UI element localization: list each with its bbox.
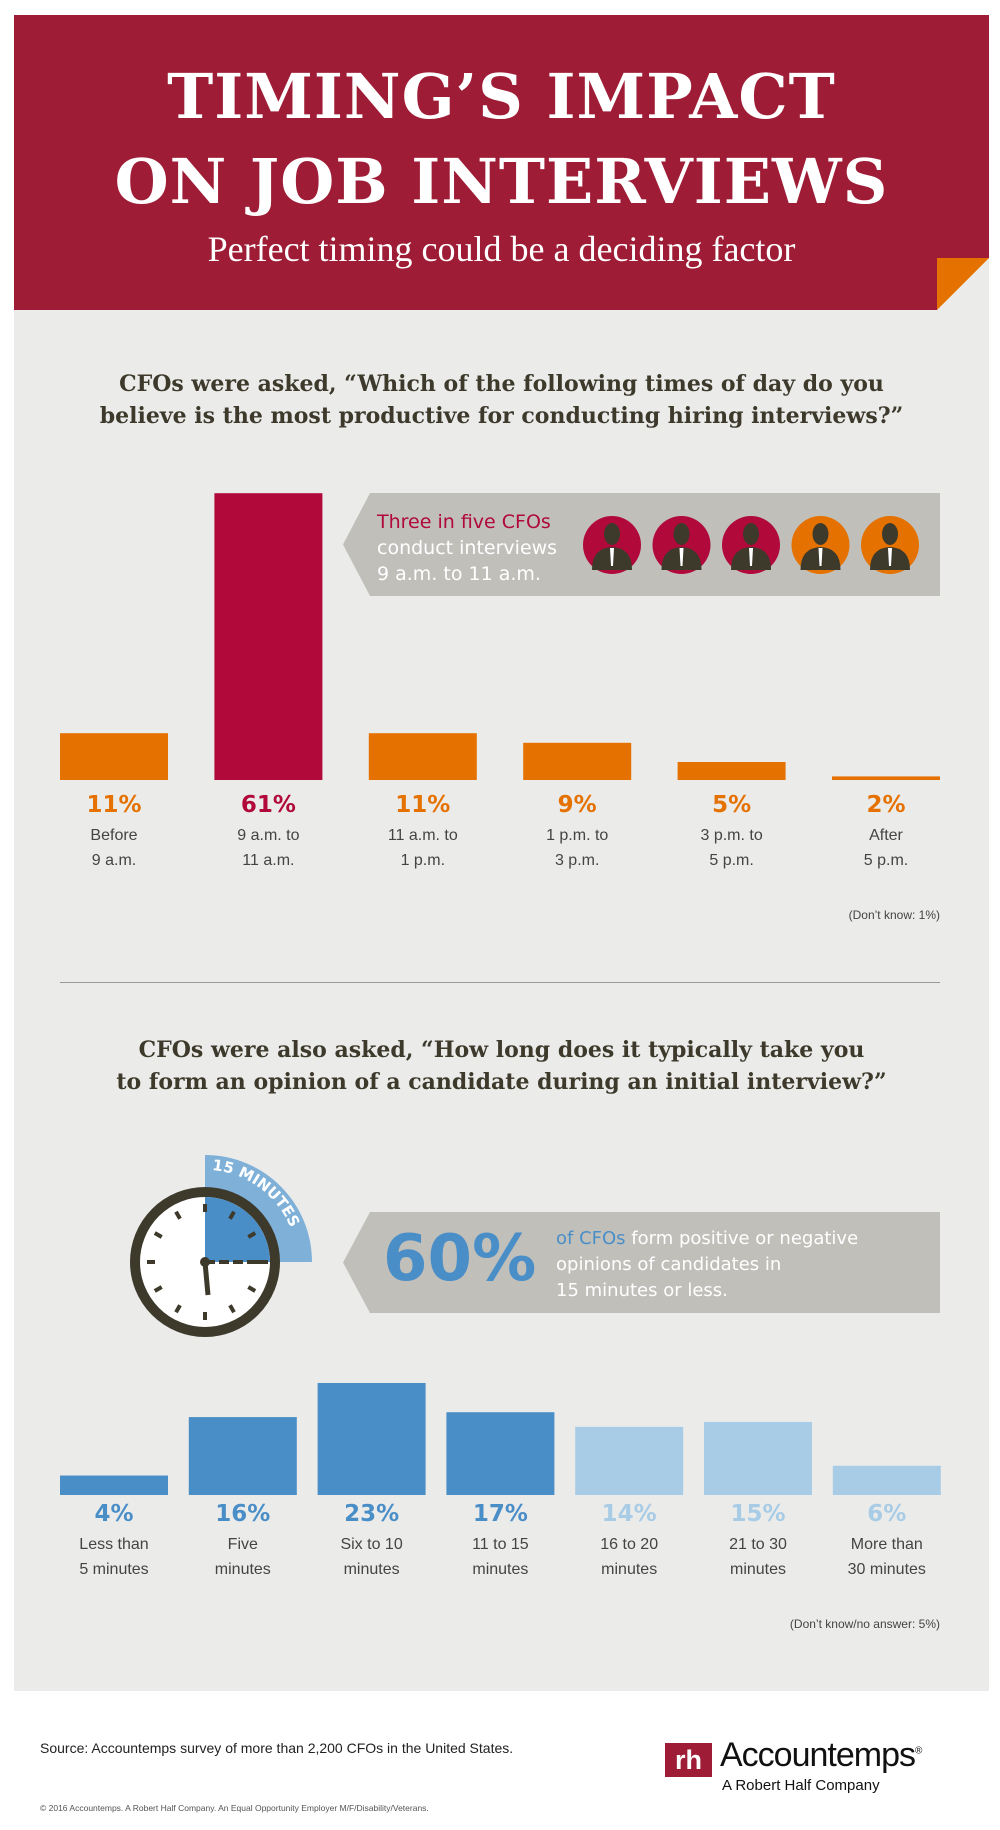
value-label: 16%: [215, 1501, 271, 1527]
category-label-line-1: Less than: [79, 1536, 149, 1553]
source-note: Source: Accountemps survey of more than …: [40, 1740, 514, 1756]
avatar-group: [583, 516, 919, 574]
value-label: 9%: [557, 792, 597, 818]
question-2-line-1: CFOs were also asked, “How long does it …: [138, 1037, 865, 1063]
chart-2-bars: [60, 1382, 941, 1495]
callout-1-line-3: 9 a.m. to 11 a.m.: [377, 563, 541, 585]
callout-2-lead: of CFOs: [556, 1228, 626, 1249]
section-divider: [60, 982, 940, 983]
value-label: 11%: [395, 792, 451, 818]
bar-5: [704, 1421, 812, 1495]
logo-tagline: A Robert Half Company: [722, 1777, 880, 1794]
category-label-line-1: 3 p.m. to: [700, 827, 763, 844]
person-icon-orange: [791, 516, 850, 574]
value-label: 5%: [712, 792, 752, 818]
value-label: 14%: [601, 1501, 657, 1527]
category-label-line-1: 21 to 30: [729, 1536, 787, 1553]
bar-5: [832, 776, 940, 780]
category-label-line-1: After: [869, 827, 903, 844]
category-label-line-2: 5 p.m.: [863, 852, 909, 869]
clock-icon: 15 MINUTES: [130, 1155, 312, 1337]
value-label: 23%: [344, 1501, 400, 1527]
callout-2-line-2: opinions of candidates in: [556, 1254, 782, 1275]
registered-mark: ®: [915, 1745, 922, 1757]
bar-4: [677, 762, 786, 780]
bar-1: [188, 1417, 297, 1495]
category-label-line-2: minutes: [472, 1561, 529, 1578]
bar-2: [317, 1382, 426, 1495]
bar-2: [368, 733, 477, 780]
value-label: 17%: [472, 1501, 528, 1527]
value-label: 6%: [867, 1501, 907, 1527]
question-2-line-2: to form an opinion of a candidate during…: [116, 1069, 887, 1095]
person-icon-red: [722, 516, 780, 574]
chart-1-note: (Don’t know: 1%): [848, 908, 940, 922]
person-icon-red: [652, 516, 711, 574]
value-label: 2%: [866, 792, 906, 818]
category-label-line-2: minutes: [729, 1561, 787, 1578]
category-label-line-1: 11 to 15: [472, 1536, 529, 1553]
person-icon-orange: [861, 516, 919, 574]
category-label-line-2: minutes: [343, 1561, 400, 1578]
category-label-line-2: minutes: [214, 1561, 271, 1578]
callout-1-line-1: Three in five CFOs: [377, 511, 551, 533]
bar-1: [214, 493, 323, 780]
callout-2-line-3: 15 minutes or less.: [556, 1280, 728, 1301]
value-label: 61%: [240, 792, 296, 818]
title-line-1: TIMING’S IMPACT: [167, 60, 836, 133]
bar-3: [523, 742, 632, 780]
callout-2: [343, 1212, 940, 1313]
category-label-line-1: Before: [90, 827, 138, 844]
category-label-line-1: More than: [850, 1536, 923, 1553]
value-label: 4%: [94, 1501, 134, 1527]
question-2: CFOs were also asked, “How long does it …: [14, 1034, 989, 1098]
question-1-line-1: CFOs were asked, “Which of the following…: [119, 371, 884, 397]
callout-1-line-2: conduct interviews: [377, 537, 558, 559]
category-label-line-1: Five: [227, 1536, 258, 1553]
category-label-line-1: 1 p.m. to: [546, 827, 609, 844]
callout-2-text: of CFOs form positive or negative opinio…: [556, 1226, 858, 1304]
category-label-line-2: 3 p.m.: [554, 852, 600, 869]
chart-1-bars: [60, 493, 940, 780]
category-label-line-2: 5 p.m.: [709, 852, 754, 869]
callout-2-big-stat: 60%: [383, 1222, 537, 1296]
category-label-line-2: 11 a.m.: [242, 852, 295, 869]
copyright: © 2016 Accountemps. A Robert Half Compan…: [40, 1803, 429, 1813]
category-label-line-2: 1 p.m.: [400, 852, 446, 869]
bar-0: [60, 733, 168, 780]
question-1: CFOs were asked, “Which of the following…: [14, 368, 989, 432]
subtitle: Perfect timing could be a deciding facto…: [207, 229, 796, 269]
bar-3: [446, 1412, 555, 1495]
bar-4: [575, 1426, 684, 1495]
bar-0: [60, 1475, 168, 1495]
category-label-line-1: 11 a.m. to: [387, 827, 458, 844]
logo-name: Accountemps®: [720, 1736, 922, 1775]
category-label-line-2: 9 a.m.: [91, 852, 137, 869]
bar-6: [832, 1465, 941, 1495]
category-label-line-2: 30 minutes: [847, 1561, 926, 1578]
category-label-line-1: Six to 10: [340, 1536, 403, 1553]
question-1-line-2: believe is the most productive for condu…: [99, 403, 904, 429]
category-label-line-2: 5 minutes: [79, 1561, 149, 1578]
person-icon-red: [583, 516, 641, 574]
header-banner: [14, 15, 989, 310]
chart-2-note: (Don’t know/no answer: 5%): [789, 1617, 940, 1631]
callout-1-text: Three in five CFOs conduct interviews 9 …: [377, 509, 557, 587]
title-line-2: ON JOB INTERVIEWS: [114, 145, 889, 218]
value-label: 15%: [730, 1501, 786, 1527]
callout-2-line-1: form positive or negative: [625, 1228, 859, 1249]
logo-name-text: Accountemps: [720, 1736, 916, 1774]
category-label-line-1: 9 a.m. to: [237, 827, 300, 844]
category-label-line-2: minutes: [601, 1561, 658, 1578]
category-label-line-1: 16 to 20: [600, 1536, 659, 1553]
logo-mark: rh: [665, 1743, 712, 1777]
value-label: 11%: [86, 792, 142, 818]
